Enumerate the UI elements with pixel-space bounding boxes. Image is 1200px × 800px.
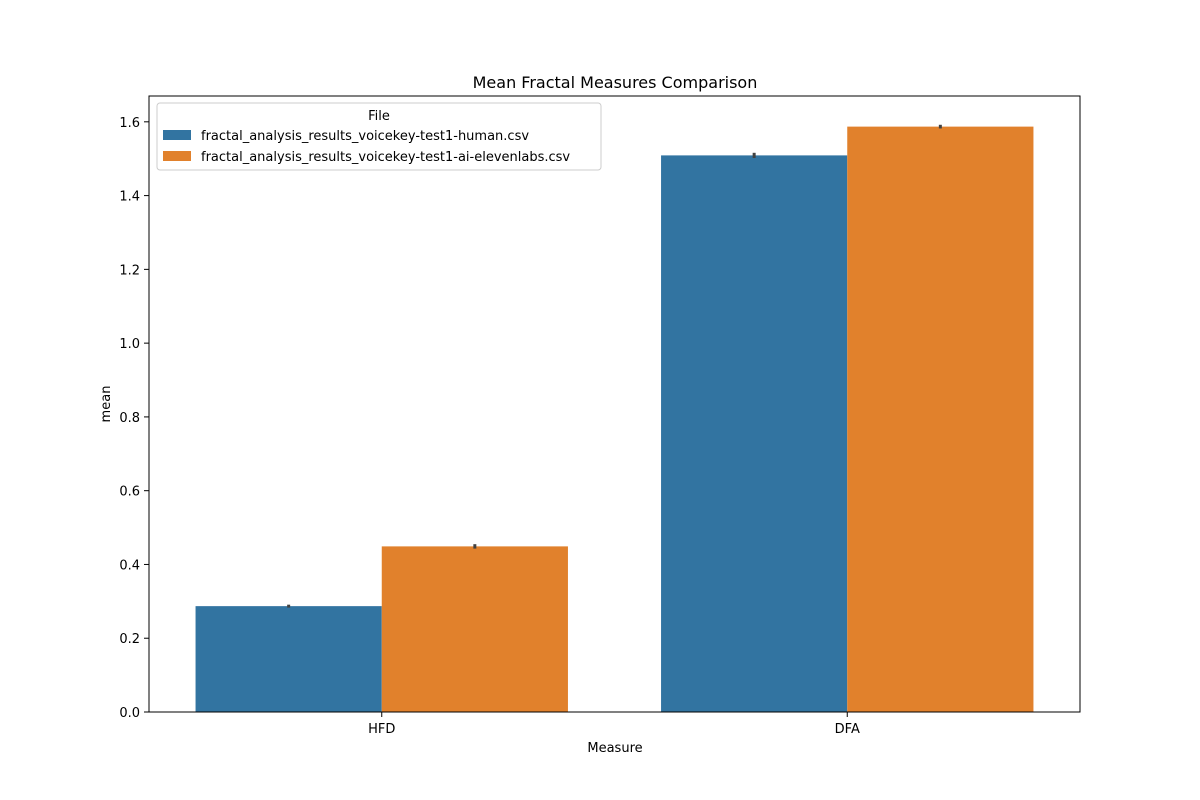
y-tick-label: 1.4 — [119, 190, 140, 205]
bar-dfa-series-2 — [847, 126, 1034, 712]
y-tick-label: 0.4 — [119, 558, 140, 573]
y-tick-label: 1.0 — [119, 337, 140, 352]
plot-area: 0.0 0.2 0.4 0.6 0.8 1.0 1.2 1.4 1.6 HFD DFA File fra… — [119, 95, 1081, 737]
x-axis-label: Measure — [587, 741, 642, 756]
legend-swatch — [163, 130, 191, 140]
chart-title: Mean Fractal Measures Comparison — [473, 73, 758, 92]
legend-swatch — [163, 151, 191, 161]
legend-label: fractal_analysis_results_voicekey-test1-… — [201, 150, 570, 165]
legend-label: fractal_analysis_results_voicekey-test1-… — [201, 129, 529, 144]
y-tick-label: 0.0 — [119, 706, 140, 721]
bar-hfd-series-1 — [195, 606, 382, 712]
y-axis-label: mean — [99, 386, 114, 423]
bar-dfa-series-1 — [661, 155, 848, 712]
x-tick-label: HFD — [368, 722, 395, 737]
y-tick-label: 0.8 — [119, 411, 140, 426]
bar-hfd-series-2 — [381, 546, 568, 712]
y-tick-label: 0.2 — [119, 632, 140, 647]
legend-title: File — [368, 109, 390, 124]
y-tick-label: 0.6 — [119, 485, 140, 500]
y-tick-label: 1.6 — [119, 116, 140, 131]
legend-box — [156, 102, 602, 171]
x-tick-label: DFA — [835, 722, 860, 737]
y-tick-label: 1.2 — [119, 263, 140, 278]
axes-frame — [148, 95, 1081, 713]
